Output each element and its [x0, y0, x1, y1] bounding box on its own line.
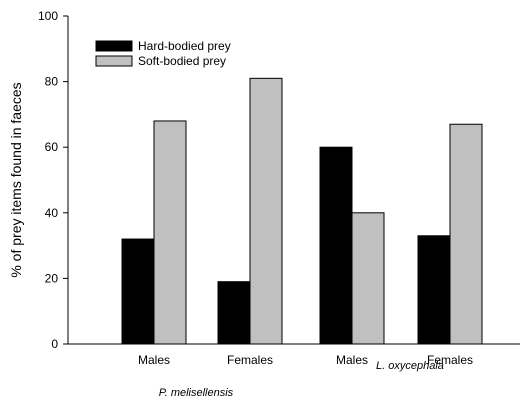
y-ticks: 0 20 40 60 80 100	[38, 9, 68, 351]
species-label-1: L. oxycephala	[376, 360, 444, 372]
x-tick-labels: Males Females Males Females	[138, 353, 473, 367]
bar-hard-1	[217, 281, 251, 345]
bar-hard-3	[417, 235, 451, 345]
species-labels: P. melisellensis L. oxycephala	[159, 360, 444, 399]
y-tick-label-4: 80	[45, 75, 59, 89]
y-tick-label-3: 60	[45, 140, 59, 154]
y-tick-label-1: 20	[45, 271, 59, 285]
y-tick-label-0: 0	[51, 337, 58, 351]
bar-soft-1	[249, 77, 283, 345]
bar-hard-0	[121, 238, 155, 345]
legend-label-hard: Hard-bodied prey	[138, 39, 231, 53]
bar-soft-2	[351, 212, 385, 345]
x-tick-label-3: Females	[427, 353, 473, 367]
legend: Hard-bodied prey Soft-bodied prey	[95, 39, 231, 68]
x-tick-label-2: Males	[336, 353, 368, 367]
bar-hard-2	[319, 146, 353, 345]
y-tick-label-5: 100	[38, 9, 58, 23]
bar-soft-3	[449, 123, 483, 345]
x-tick-label-0: Males	[138, 353, 170, 367]
x-tick-label-1: Females	[227, 353, 273, 367]
legend-swatch-soft	[95, 55, 133, 67]
y-tick-label-2: 40	[45, 206, 59, 220]
bar-soft-0	[153, 120, 187, 345]
species-label-0: P. melisellensis	[159, 387, 234, 399]
legend-swatch-hard	[95, 40, 133, 52]
bars	[121, 77, 483, 345]
y-axis-title: % of prey items found in faeces	[8, 82, 24, 277]
legend-label-soft: Soft-bodied prey	[138, 54, 226, 68]
